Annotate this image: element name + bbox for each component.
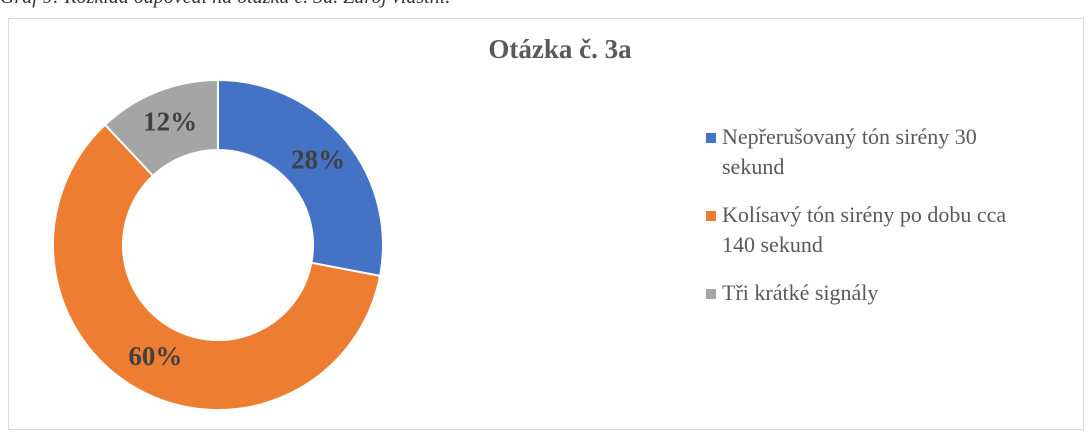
- legend-item: Tři krátké signály: [706, 278, 1026, 308]
- legend-swatch: [706, 211, 716, 221]
- legend-item: Kolísavý tón sirény po dobu cca 140 seku…: [706, 200, 1026, 260]
- legend-label: Kolísavý tón sirény po dobu cca 140 seku…: [722, 202, 1007, 257]
- chart-title: Otázka č. 3a: [488, 34, 632, 64]
- legend-swatch: [706, 289, 716, 299]
- legend-swatch: [706, 133, 716, 143]
- legend-item: Nepřerušovaný tón sirény 30 sekund: [706, 122, 1026, 182]
- data-label: 12%: [143, 106, 197, 136]
- caption: Graf 9: Rozklad odpovědí na otázku č. 3a…: [0, 0, 450, 9]
- donut-segment: [217, 78, 384, 278]
- donut-segment: [103, 78, 219, 178]
- legend-label: Nepřerušovaný tón sirény 30 sekund: [722, 124, 977, 179]
- chart-frame: [8, 18, 1084, 430]
- data-label: 60%: [128, 341, 182, 371]
- legend-label: Tři krátké signály: [722, 280, 879, 305]
- data-label: 28%: [291, 144, 345, 174]
- legend: Nepřerušovaný tón sirény 30 sekund Kolísa…: [706, 122, 1026, 326]
- donut-segment: [52, 123, 382, 411]
